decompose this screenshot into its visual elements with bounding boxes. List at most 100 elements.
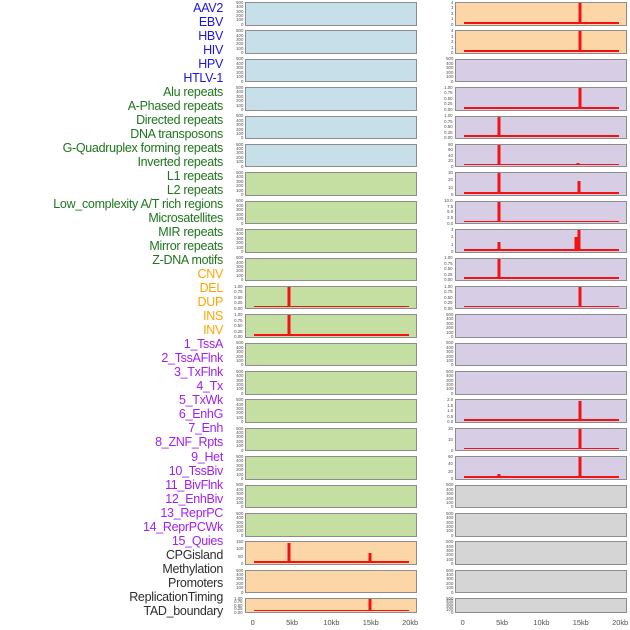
y-tick-label: 300 (235, 463, 243, 468)
y-tick-label: 0 (240, 220, 243, 226)
y-tick-label: 300 (235, 207, 243, 213)
data-spike (497, 258, 501, 280)
track-panel (245, 87, 417, 111)
track-panel (245, 2, 417, 26)
y-tick-label: 100 (445, 500, 453, 506)
y-tick-label: 0.0 (446, 419, 453, 425)
y-tick-label: 0 (450, 192, 453, 198)
y-tick-label: 100 (235, 244, 243, 250)
track-row: 500 400 300 200 100 0 (236, 227, 417, 254)
y-axis-ticks: 20 10 0 (431, 426, 453, 453)
y-tick-label: 0.50 (444, 96, 453, 102)
zero-baseline (463, 163, 620, 166)
y-tick-label: 60 (448, 454, 453, 460)
track-row: 1.00 0.75 0.50 0.25 0.00 (445, 256, 627, 282)
zero-baseline (463, 476, 620, 478)
y-tick-label: 0 (240, 391, 243, 397)
track-panel (455, 569, 627, 594)
y-tick-label: 300 (235, 179, 243, 185)
y-tick-label: 0 (450, 391, 453, 397)
y-tick-label: 0.75 (444, 289, 453, 295)
y-tick-label: 500 (235, 141, 243, 147)
track-label: CPGisland (165, 547, 223, 562)
track-row: 500 400 300 200 100 0 (446, 596, 627, 615)
y-axis-ticks: 30 20 10 0 (431, 171, 453, 198)
track-panel (245, 569, 417, 594)
y-tick-label: 0 (450, 249, 453, 255)
y-tick-label: 200 (235, 155, 243, 161)
y-tick-label: 1.00 (234, 595, 243, 601)
y-tick-label: 2.0 (446, 397, 453, 403)
track-label: 7_Enh (188, 421, 223, 436)
y-tick-label: 1.00 (444, 85, 453, 91)
y-tick-label: 0 (240, 164, 243, 169)
track-label: 14_ReprPCWk (142, 519, 223, 534)
y-tick-label: 0 (240, 22, 243, 27)
track-label: CNV (197, 267, 224, 282)
y-tick-label: 400 (445, 316, 453, 322)
y-tick-label: 20 (448, 177, 453, 183)
data-spike (574, 236, 578, 251)
y-tick-label: 500 (235, 425, 243, 431)
y-tick-label: 0 (450, 22, 453, 27)
data-spike (578, 3, 582, 24)
track-label: 6_EnhG (178, 407, 223, 422)
track-label: DEL (199, 281, 224, 296)
y-tick-label: 3 (450, 33, 453, 39)
y-tick-label: 0 (240, 362, 243, 368)
y-tick-label: 500 (445, 539, 453, 545)
y-tick-label: 300 (235, 491, 243, 497)
y-tick-label: 0 (240, 504, 243, 510)
y-axis-ticks: 1.00 0.75 0.50 0.25 0.00 (431, 85, 453, 113)
y-axis-ticks: 500 400 300 200 100 0 (431, 313, 453, 340)
y-tick-label: 0 (240, 50, 243, 56)
y-tick-label: 0 (450, 334, 453, 340)
zero-baseline (463, 305, 620, 308)
y-tick-label: 0.5 (446, 414, 453, 419)
y-tick-label: 4 (450, 0, 453, 5)
x-axis-right: 0 5kb 10kb 15kb 20kb (455, 617, 628, 628)
y-tick-label: 0 (240, 589, 243, 595)
y-tick-label: 0 (450, 447, 453, 453)
track-panel (245, 314, 417, 338)
y-tick-label: 500 (235, 255, 243, 261)
track-label: Low_complexity A/T rich regions (53, 197, 223, 212)
y-tick-label: 10 (448, 185, 453, 190)
y-axis-ticks: 500 400 300 200 100 0 (221, 141, 243, 169)
track-panel (455, 513, 627, 537)
y-tick-label: 300 (235, 94, 243, 99)
y-tick-label: 0.0 (446, 220, 453, 226)
y-tick-label: 1.00 (444, 113, 453, 119)
track-row: 500 400 300 200 100 0 (236, 85, 417, 112)
track-panel (455, 598, 627, 614)
y-tick-label: 200 (445, 325, 453, 331)
y-axis-ticks: 500 400 300 200 100 0 (221, 455, 243, 481)
y-tick-label: 0.25 (234, 328, 243, 334)
y-tick-label: 300 (445, 321, 453, 326)
y-tick-label: 0.50 (234, 294, 243, 300)
track-label: Microsatellites (148, 211, 223, 226)
y-tick-label: 0.00 (444, 305, 453, 311)
y-tick-label: 20 (448, 158, 453, 164)
data-spike (497, 173, 501, 194)
y-tick-label: 100 (445, 358, 453, 364)
track-row: 500 400 300 200 100 0 (236, 568, 417, 594)
y-axis-ticks: 10.0 7.5 5.0 2.5 0.0 (431, 199, 453, 226)
y-tick-label: 400 (235, 174, 243, 180)
track-row: 1.00 0.75 0.50 0.25 0.00 (235, 313, 417, 339)
track-row: 500 400 300 200 100 0 (236, 171, 417, 197)
y-tick-label: 0.00 (444, 107, 453, 113)
y-tick-label: 400 (445, 61, 453, 67)
y-tick-label: 500 (235, 482, 243, 488)
y-tick-label: 100 (235, 471, 243, 477)
plot-column-right: 4 3 2 1 0 4 3 2 1 0 500 400 300 200 100 0 1.00 0.75 0.50 0.… (445, 0, 627, 615)
y-axis-ticks: 500 400 300 200 100 0 (431, 511, 453, 537)
track-row: 500 400 300 200 100 0 (446, 483, 627, 509)
track-row: 500 400 300 200 100 0 (236, 256, 417, 282)
track-row: 500 400 300 200 100 0 (236, 398, 417, 424)
y-tick-label: 1.5 (446, 402, 453, 408)
y-tick-label: 20 (448, 468, 453, 474)
